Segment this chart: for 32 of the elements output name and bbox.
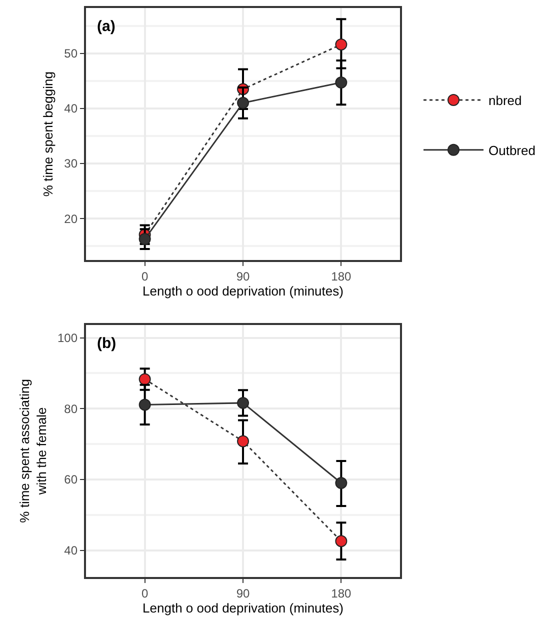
y-tick-label: 20 [64,212,78,226]
y-tick-label: 40 [64,102,78,116]
y-tick-label: 80 [64,402,78,416]
point [138,233,151,246]
point [138,398,151,411]
text: (b) [97,335,116,352]
x-tick-label: 90 [236,586,250,600]
text: (a) [97,18,116,35]
y-tick-label: 60 [64,472,78,487]
x-axis-title: Length o ood deprivation (minutes) [142,600,344,616]
legend-label: nbred [488,93,522,108]
x-tick-label: 0 [141,586,148,600]
point [335,535,348,548]
y-axis-title: % time spent begging [40,72,56,197]
y-tick-label: 50 [64,46,78,61]
y-axis-title: % time spent associating with the female [17,379,49,523]
y-tick-label: 40 [64,544,78,558]
point [335,477,348,489]
point [237,435,250,448]
point [237,396,250,409]
y-tick-label: 100 [58,330,78,345]
x-tick-label: 180 [331,269,352,284]
x-tick-label: 0 [141,269,148,284]
point [237,96,250,109]
x-tick-label: 90 [236,269,250,284]
y-tick-label: 30 [64,156,78,171]
x-tick-label: 180 [331,586,352,600]
point [335,38,348,50]
legend-label: Outbred [488,142,536,158]
point [335,76,348,89]
x-axis-title: Length o ood deprivation (minutes) [142,283,344,298]
point [138,373,151,386]
